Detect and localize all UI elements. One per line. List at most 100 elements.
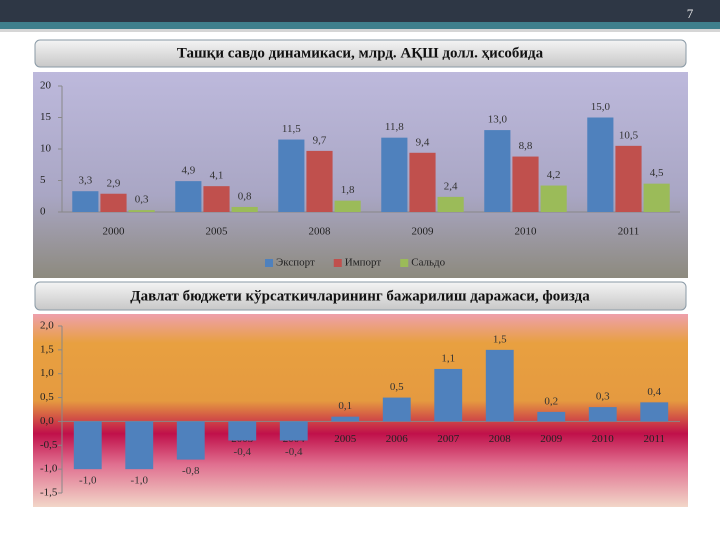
x-tick-label: 2005 bbox=[334, 433, 357, 445]
value-label: 1,1 bbox=[441, 352, 455, 364]
value-label: 4,9 bbox=[181, 165, 195, 177]
y-tick-label: 15 bbox=[40, 111, 52, 123]
bar bbox=[73, 421, 102, 470]
top-line bbox=[0, 29, 720, 32]
bar bbox=[643, 183, 670, 212]
value-label: 2,9 bbox=[107, 177, 121, 189]
legend-swatch bbox=[333, 259, 342, 267]
value-label: -0,4 bbox=[234, 446, 252, 458]
bar bbox=[128, 210, 155, 212]
x-tick-label: 2009 bbox=[412, 226, 435, 238]
x-tick-label: 2000 bbox=[103, 226, 126, 238]
value-label: 9,4 bbox=[416, 136, 430, 148]
bar bbox=[175, 181, 202, 212]
value-label: 11,5 bbox=[282, 123, 301, 135]
value-label: 0,3 bbox=[135, 194, 149, 206]
bar bbox=[587, 117, 614, 212]
y-tick-label: -1,5 bbox=[40, 487, 58, 499]
y-tick-label: 0 bbox=[40, 206, 46, 218]
bar bbox=[540, 185, 567, 212]
y-tick-label: 10 bbox=[40, 143, 52, 155]
value-label: 1,5 bbox=[493, 333, 507, 345]
value-label: -1,0 bbox=[131, 475, 149, 487]
legend-label: Экспорт bbox=[276, 257, 315, 269]
bar bbox=[434, 368, 463, 422]
y-tick-label: 1,0 bbox=[40, 367, 54, 379]
bar bbox=[437, 196, 464, 212]
bar bbox=[306, 150, 333, 212]
x-tick-label: 2008 bbox=[309, 226, 332, 238]
y-tick-label: 5 bbox=[40, 174, 46, 186]
bar bbox=[615, 145, 642, 212]
bar bbox=[640, 402, 669, 422]
top-stripe bbox=[0, 22, 720, 29]
value-label: -0,4 bbox=[285, 446, 303, 458]
legend-swatch bbox=[265, 259, 273, 267]
value-label: 1,8 bbox=[341, 184, 355, 196]
chart-background bbox=[33, 72, 688, 278]
value-label: -0,8 bbox=[182, 465, 200, 477]
value-label: 0,3 bbox=[596, 391, 610, 403]
bar bbox=[334, 200, 361, 212]
value-label: 8,8 bbox=[519, 140, 533, 152]
value-label: 15,0 bbox=[591, 101, 611, 113]
x-tick-label: 2010 bbox=[515, 226, 538, 238]
title-box bbox=[34, 281, 687, 311]
bar bbox=[537, 411, 566, 422]
value-label: 0,1 bbox=[338, 400, 352, 412]
slide-number: 7 bbox=[687, 6, 694, 21]
bar bbox=[203, 186, 230, 212]
y-tick-label: 2,0 bbox=[40, 320, 54, 332]
bar bbox=[125, 421, 154, 470]
y-tick-label: 1,5 bbox=[40, 343, 54, 355]
value-label: 4,2 bbox=[547, 169, 561, 181]
x-tick-label: 2006 bbox=[386, 433, 409, 445]
bar bbox=[485, 349, 514, 422]
bar bbox=[381, 137, 408, 212]
bar bbox=[228, 421, 257, 441]
bar bbox=[278, 139, 305, 212]
top-bar bbox=[0, 0, 720, 22]
value-label: 0,4 bbox=[647, 386, 661, 398]
legend-label: Сальдо bbox=[411, 257, 445, 269]
legend-swatch bbox=[400, 259, 409, 267]
bar bbox=[279, 421, 308, 441]
x-tick-label: 2009 bbox=[540, 433, 563, 445]
title-box bbox=[34, 39, 687, 68]
value-label: 10,5 bbox=[619, 129, 639, 141]
bar bbox=[409, 152, 436, 212]
bar bbox=[588, 407, 617, 422]
bar bbox=[382, 397, 411, 422]
chart-title: Ташқи савдо динамикаси, млрд. АҚШ долл. … bbox=[177, 45, 544, 61]
x-tick-label: 2007 bbox=[437, 433, 460, 445]
value-label: 4,1 bbox=[210, 170, 224, 182]
bar bbox=[484, 130, 511, 212]
value-label: 13,0 bbox=[488, 114, 508, 126]
x-tick-label: 2010 bbox=[592, 433, 615, 445]
value-label: 11,8 bbox=[385, 121, 404, 133]
bar bbox=[512, 156, 539, 212]
bar bbox=[100, 193, 127, 212]
value-label: 9,7 bbox=[313, 134, 327, 146]
value-label: -1,0 bbox=[79, 475, 97, 487]
value-label: 0,8 bbox=[238, 190, 252, 202]
value-label: 0,2 bbox=[544, 395, 558, 407]
y-tick-label: -1,0 bbox=[40, 463, 58, 475]
bar bbox=[176, 421, 205, 460]
y-tick-label: 20 bbox=[40, 80, 52, 92]
legend-label: Импорт bbox=[345, 257, 382, 269]
y-tick-label: 0,5 bbox=[40, 391, 54, 403]
x-tick-label: 2008 bbox=[489, 433, 512, 445]
value-label: 2,4 bbox=[444, 180, 458, 192]
chart-background bbox=[33, 314, 688, 507]
value-label: 0,5 bbox=[390, 381, 404, 393]
x-tick-label: 2011 bbox=[643, 433, 665, 445]
value-label: 4,5 bbox=[650, 167, 664, 179]
x-tick-label: 2005 bbox=[206, 226, 229, 238]
y-tick-label: 0,0 bbox=[40, 415, 54, 427]
bar bbox=[231, 206, 258, 212]
y-tick-label: -0,5 bbox=[40, 439, 58, 451]
chart-title: Давлат бюджети кўрсаткичларининг бажарил… bbox=[130, 288, 590, 304]
